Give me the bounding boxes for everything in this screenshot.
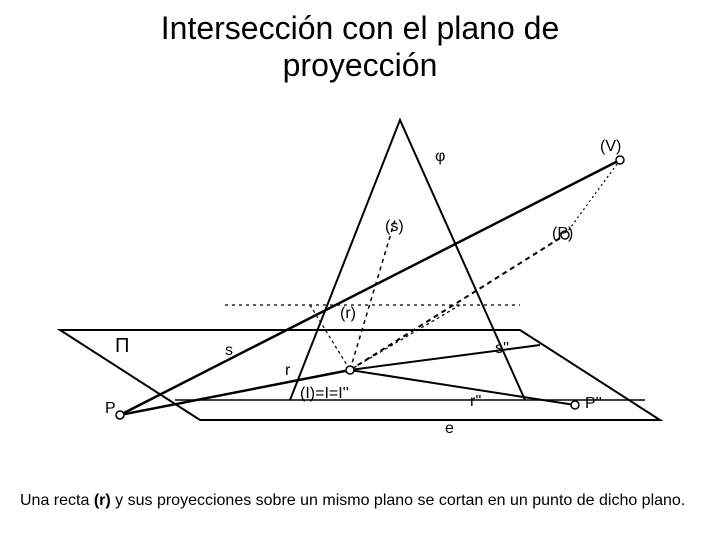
label-Pi: Π xyxy=(115,335,129,358)
caption: Una recta (r) y sus proyecciones sobre u… xyxy=(20,492,700,510)
label-P-paren: (P) xyxy=(552,225,573,243)
plane-pi xyxy=(60,330,660,420)
point-P-small xyxy=(116,411,124,419)
point-P2 xyxy=(571,401,579,409)
caption-post: y sus proyecciones sobre un mismo plano … xyxy=(111,492,686,509)
label-s-paren: (s) xyxy=(385,218,404,236)
label-I: (I)=I=I'' xyxy=(300,385,349,403)
label-P: P xyxy=(105,400,116,418)
plane-phi xyxy=(290,120,525,400)
label-e: e xyxy=(445,420,454,438)
label-r: r xyxy=(285,362,290,380)
diagram-svg xyxy=(0,0,720,540)
label-V: (V) xyxy=(600,138,621,156)
label-r-paren: (r) xyxy=(340,305,356,323)
line-v-to-p-dash xyxy=(565,160,620,235)
label-r2: r'' xyxy=(470,393,481,411)
label-P2: P'' xyxy=(585,395,602,413)
label-phi: φ xyxy=(435,148,445,166)
line-s-upper-dashed xyxy=(350,235,565,370)
point-V xyxy=(616,156,624,164)
point-I xyxy=(346,366,354,374)
line-s2 xyxy=(350,345,540,370)
caption-pre: Una recta xyxy=(20,492,94,509)
label-s: s xyxy=(225,342,233,360)
caption-bold: (r) xyxy=(94,492,111,509)
label-s2: s'' xyxy=(495,340,509,358)
